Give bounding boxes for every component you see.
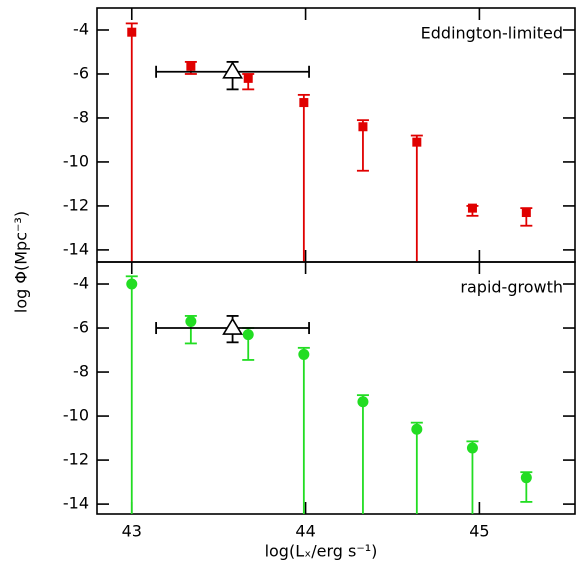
marker	[222, 317, 243, 335]
y-tick-label: -6	[73, 318, 89, 337]
marker	[299, 98, 309, 108]
panel-label: rapid-growth	[460, 278, 563, 297]
y-tick-label: -8	[73, 362, 89, 381]
plot-frame	[96, 7, 576, 263]
y-tick-label: -4	[73, 19, 89, 38]
marker	[126, 278, 138, 290]
y-axis-label: log Φ(Mpc⁻³)	[12, 211, 31, 313]
y-tick-label: -4	[73, 274, 89, 293]
y-tick-label: -6	[73, 63, 89, 82]
x-tick-label: 43	[122, 522, 142, 541]
marker	[466, 442, 478, 454]
marker	[520, 472, 532, 484]
panel-label: Eddington-limited	[421, 24, 563, 43]
marker	[242, 329, 254, 341]
y-tick-label: -10	[63, 406, 89, 425]
x-tick-label: 45	[469, 522, 489, 541]
y-tick-label: -14	[63, 239, 89, 258]
marker	[222, 61, 243, 79]
marker	[186, 61, 196, 71]
marker	[467, 203, 477, 213]
plot-frame	[96, 261, 576, 515]
x-tick-label: 44	[295, 522, 315, 541]
y-tick-label: -10	[63, 151, 89, 170]
marker	[412, 137, 422, 147]
marker	[243, 73, 253, 83]
marker	[298, 348, 310, 360]
x-axis-label: log(Lₓ/erg s⁻¹)	[265, 542, 378, 561]
marker	[358, 122, 368, 132]
y-tick-label: -14	[63, 494, 89, 513]
marker	[185, 315, 197, 327]
y-tick-label: -12	[63, 195, 89, 214]
marker	[357, 396, 369, 408]
y-tick-label: -12	[63, 450, 89, 469]
y-tick-label: -8	[73, 107, 89, 126]
marker	[127, 27, 137, 37]
marker	[521, 208, 531, 218]
marker	[411, 423, 423, 435]
